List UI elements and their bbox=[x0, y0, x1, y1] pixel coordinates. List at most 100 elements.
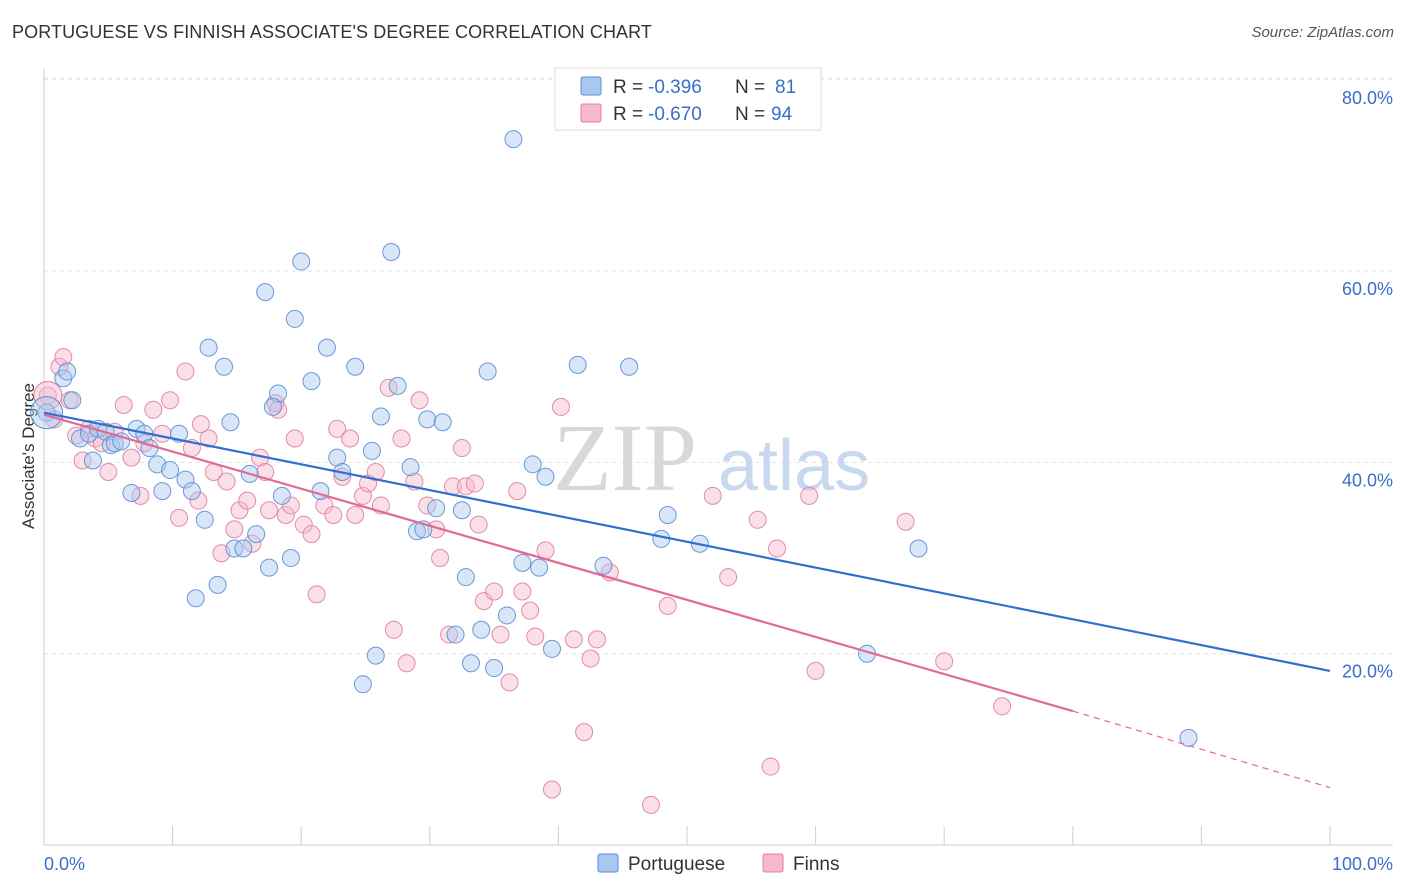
finns-point bbox=[452, 439, 471, 458]
portuguese-point bbox=[909, 539, 928, 558]
finns-point bbox=[346, 506, 365, 525]
finns-point bbox=[485, 582, 504, 601]
finns-point bbox=[768, 539, 787, 558]
legend-swatch-portuguese bbox=[580, 76, 602, 96]
portuguese-point bbox=[292, 252, 311, 271]
bottom-legend: Portuguese Finns bbox=[597, 853, 839, 875]
finns-point bbox=[114, 396, 133, 415]
finns-point bbox=[641, 795, 660, 814]
portuguese-point bbox=[620, 357, 639, 376]
finns-point bbox=[748, 510, 767, 529]
x-tick-label-right: 100.0% bbox=[1332, 854, 1393, 874]
finns-point bbox=[315, 496, 334, 515]
portuguese-point bbox=[215, 357, 234, 376]
finns-point bbox=[73, 451, 92, 470]
portuguese-point bbox=[263, 397, 282, 416]
finns-point bbox=[260, 501, 279, 520]
finns-point bbox=[170, 508, 189, 527]
legend-n-value-finns: 94 bbox=[771, 104, 793, 125]
portuguese-point bbox=[456, 568, 475, 587]
legend: R = -0.396 N = 81 R = -0.670 N = 94 bbox=[554, 67, 822, 131]
legend-n-label-portuguese: N = bbox=[735, 77, 765, 98]
finns-point bbox=[431, 549, 450, 568]
portuguese-point bbox=[260, 558, 279, 577]
finns-point bbox=[285, 429, 304, 448]
portuguese-point bbox=[328, 448, 347, 467]
finns-point bbox=[161, 391, 180, 410]
finns-point bbox=[153, 424, 172, 443]
finns-point bbox=[806, 661, 825, 680]
grid-lines bbox=[44, 77, 1393, 655]
portuguese-point bbox=[281, 549, 300, 568]
portuguese-point bbox=[208, 575, 227, 594]
portuguese-point bbox=[199, 338, 218, 357]
finns-point bbox=[384, 620, 403, 639]
portuguese-point bbox=[234, 539, 253, 558]
portuguese-point bbox=[182, 482, 201, 501]
portuguese-point bbox=[122, 484, 141, 503]
y-tick-label-40: 40.0% bbox=[1342, 470, 1393, 490]
finns-point bbox=[176, 362, 195, 381]
portuguese-point bbox=[58, 362, 77, 381]
chart-source: Source: ZipAtlas.com bbox=[1251, 24, 1394, 41]
finns-point bbox=[761, 757, 780, 776]
finns-point bbox=[230, 501, 249, 520]
finns-point bbox=[392, 429, 411, 448]
portuguese-point bbox=[594, 556, 613, 575]
finns-point bbox=[719, 568, 738, 587]
finns-points bbox=[33, 348, 1012, 814]
portuguese-point bbox=[382, 242, 401, 261]
finns-point bbox=[800, 486, 819, 505]
finns-point bbox=[238, 491, 257, 510]
finns-point bbox=[225, 520, 244, 539]
finns-point bbox=[587, 630, 606, 649]
portuguese-point bbox=[485, 659, 504, 678]
finns-point bbox=[551, 397, 570, 416]
portuguese-point bbox=[153, 482, 172, 501]
finns-point bbox=[199, 429, 218, 448]
portuguese-point bbox=[433, 413, 452, 432]
x-tick-label-left: 0.0% bbox=[44, 854, 85, 874]
watermark-zip: ZIP bbox=[553, 404, 697, 511]
portuguese-point bbox=[362, 441, 381, 460]
y-tick-label-20: 20.0% bbox=[1342, 662, 1393, 682]
finns-point bbox=[658, 596, 677, 615]
portuguese-point bbox=[497, 606, 516, 625]
portuguese-point bbox=[478, 362, 497, 381]
portuguese-point bbox=[452, 501, 471, 520]
portuguese-point bbox=[63, 391, 82, 410]
portuguese-point bbox=[388, 376, 407, 395]
finns-point bbox=[276, 506, 295, 525]
finns-trend-line bbox=[43, 413, 1074, 713]
finns-point bbox=[410, 391, 429, 410]
finns-point bbox=[440, 625, 459, 644]
portuguese-point bbox=[658, 506, 677, 525]
portuguese-point bbox=[71, 429, 90, 448]
portuguese-point bbox=[346, 357, 365, 376]
portuguese-point bbox=[225, 539, 244, 558]
finns-point bbox=[307, 585, 326, 604]
finns-point bbox=[526, 627, 545, 646]
portuguese-point bbox=[542, 639, 561, 658]
finns-point bbox=[328, 419, 347, 438]
finns-point bbox=[189, 491, 208, 510]
finns-point bbox=[217, 472, 236, 491]
portuguese-point bbox=[568, 355, 587, 374]
portuguese-point bbox=[247, 525, 266, 544]
finns-point bbox=[366, 462, 385, 481]
portuguese-point bbox=[366, 646, 385, 665]
legend-r-value-portuguese: -0.396 bbox=[648, 77, 702, 98]
finns-trend-extension bbox=[1072, 710, 1331, 789]
portuguese-point bbox=[285, 309, 304, 328]
portuguese-point bbox=[1179, 728, 1198, 747]
portuguese-point bbox=[427, 499, 446, 518]
finns-point bbox=[269, 400, 288, 419]
finns-point-large bbox=[33, 380, 63, 410]
legend-r-label-finns: R = bbox=[613, 104, 643, 125]
legend-swatch-finns bbox=[580, 103, 602, 123]
x-ticks bbox=[43, 826, 1331, 845]
y-tick-label-60: 60.0% bbox=[1342, 279, 1393, 299]
portuguese-point bbox=[161, 461, 180, 480]
portuguese-point bbox=[272, 486, 291, 505]
